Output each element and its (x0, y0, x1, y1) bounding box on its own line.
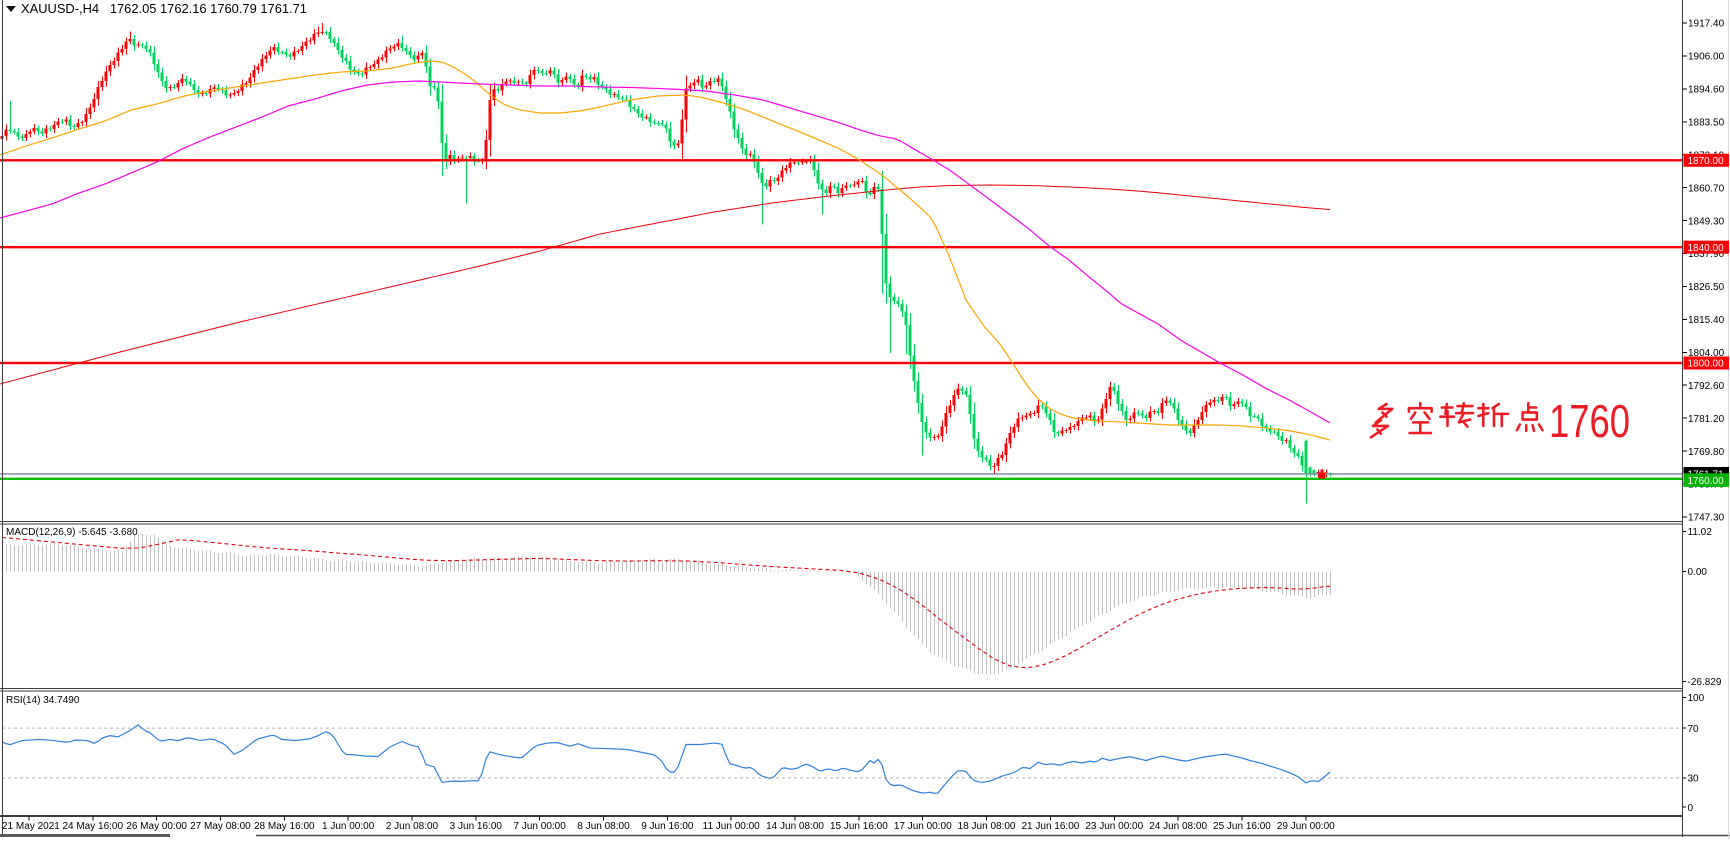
svg-text:3 Jun 16:00: 3 Jun 16:00 (450, 821, 503, 832)
svg-text:1894.60: 1894.60 (1688, 85, 1725, 96)
svg-text:100: 100 (1688, 693, 1705, 704)
svg-text:1860.70: 1860.70 (1688, 183, 1725, 194)
svg-text:1815.40: 1815.40 (1688, 315, 1725, 326)
svg-text:1840.00: 1840.00 (1688, 243, 1725, 254)
svg-text:1781.20: 1781.20 (1688, 414, 1725, 425)
svg-text:70: 70 (1688, 724, 1700, 735)
svg-text:1826.50: 1826.50 (1688, 282, 1725, 293)
svg-text:11 Jun 00:00: 11 Jun 00:00 (703, 821, 761, 832)
svg-text:14 Jun 08:00: 14 Jun 08:00 (766, 821, 824, 832)
svg-text:2 Jun 08:00: 2 Jun 08:00 (386, 821, 439, 832)
svg-text:1870.00: 1870.00 (1688, 156, 1725, 167)
svg-text:1849.30: 1849.30 (1688, 216, 1725, 227)
svg-text:1 Jun 00:00: 1 Jun 00:00 (322, 821, 375, 832)
svg-text:21 Jun 16:00: 21 Jun 16:00 (1022, 821, 1080, 832)
svg-text:1760: 1760 (1549, 395, 1630, 447)
svg-text:24 May 16:00: 24 May 16:00 (62, 821, 123, 832)
svg-text:1917.40: 1917.40 (1688, 19, 1725, 30)
svg-text:1837.90: 1837.90 (1688, 249, 1725, 260)
svg-text:25 Jun 16:00: 25 Jun 16:00 (1213, 821, 1271, 832)
svg-text:0: 0 (1688, 803, 1694, 814)
svg-text:23 Jun 00:00: 23 Jun 00:00 (1085, 821, 1143, 832)
svg-text:RSI(14) 34.7490: RSI(14) 34.7490 (6, 695, 80, 706)
svg-text:1883.50: 1883.50 (1688, 117, 1725, 128)
svg-text:28 May 16:00: 28 May 16:00 (254, 821, 315, 832)
svg-text:1792.60: 1792.60 (1688, 381, 1725, 392)
svg-text:18 Jun 08:00: 18 Jun 08:00 (958, 821, 1016, 832)
svg-text:21 May 2021: 21 May 2021 (2, 821, 60, 832)
svg-text:27 May 08:00: 27 May 08:00 (190, 821, 251, 832)
svg-text:1800.00: 1800.00 (1688, 359, 1725, 370)
svg-text:24 Jun 08:00: 24 Jun 08:00 (1149, 821, 1207, 832)
svg-text:11.02: 11.02 (1688, 527, 1713, 538)
svg-text:1760.00: 1760.00 (1688, 476, 1725, 487)
svg-text:8 Jun 08:00: 8 Jun 08:00 (577, 821, 630, 832)
svg-text:0.00: 0.00 (1688, 567, 1708, 578)
svg-text:7 Jun 00:00: 7 Jun 00:00 (514, 821, 567, 832)
svg-text:29 Jun 00:00: 29 Jun 00:00 (1277, 821, 1335, 832)
svg-text:26 May 00:00: 26 May 00:00 (126, 821, 187, 832)
svg-text:1906.00: 1906.00 (1688, 52, 1725, 63)
svg-text:-26.829: -26.829 (1688, 677, 1722, 688)
svg-text:17 Jun 00:00: 17 Jun 00:00 (894, 821, 952, 832)
svg-text:XAUUSD-,H4 1762.05 1762.16 1: XAUUSD-,H4 1762.05 1762.16 1760.79 1761.… (21, 1, 307, 16)
svg-text:1769.80: 1769.80 (1688, 447, 1725, 458)
svg-text:MACD(12,26,9) -5.645 -3.680: MACD(12,26,9) -5.645 -3.680 (6, 527, 138, 538)
svg-text:1804.00: 1804.00 (1688, 348, 1725, 359)
svg-text:30: 30 (1688, 774, 1700, 785)
svg-text:1747.30: 1747.30 (1688, 513, 1725, 524)
svg-text:15 Jun 16:00: 15 Jun 16:00 (830, 821, 888, 832)
svg-text:9 Jun 16:00: 9 Jun 16:00 (641, 821, 694, 832)
